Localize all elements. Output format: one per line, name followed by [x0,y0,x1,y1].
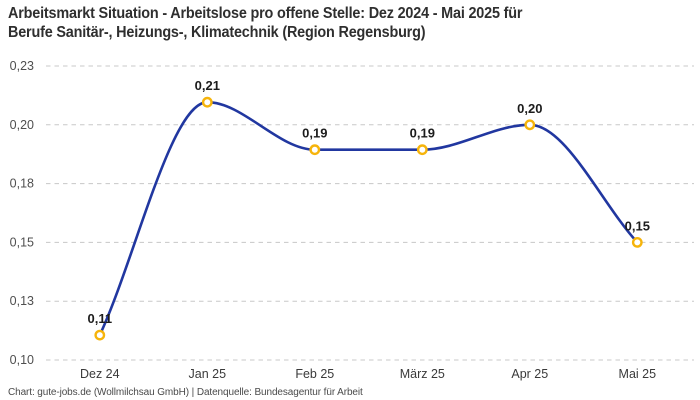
data-point-label: 0,19 [302,126,327,141]
x-axis-tick-label: Jan 25 [189,367,227,381]
series-line [98,100,639,337]
data-point-label: 0,20 [517,101,542,116]
y-axis-tick-label: 0,23 [10,59,34,73]
data-point-marker [309,144,321,156]
y-axis-tick-label: 0,18 [10,177,34,191]
data-point-marker [631,236,643,248]
y-axis-tick-label: 0,20 [10,118,34,132]
y-axis-tick-label: 0,13 [10,294,34,308]
x-axis-tick-label: Apr 25 [511,367,548,381]
data-point-label: 0,21 [195,78,220,93]
data-point-label: 0,11 [88,311,113,326]
data-point-marker [416,144,428,156]
chart-footer: Chart: gute-jobs.de (Wollmilchsau GmbH) … [8,387,363,398]
data-point-marker [201,96,213,108]
x-axis-tick-label: Dez 24 [80,367,120,381]
data-point-marker [94,329,106,341]
data-point-label: 0,19 [410,126,435,141]
chart-title: Arbeitsmarkt Situation - Arbeitslose pro… [8,4,700,42]
data-point-label: 0,15 [625,218,650,233]
chart-title-line-2: Berufe Sanitär-, Heizungs-, Klimatechnik… [8,24,426,41]
y-axis-tick-label: 0,10 [10,353,34,367]
chart-title-line-1: Arbeitsmarkt Situation - Arbeitslose pro… [8,5,523,22]
data-point-marker [524,119,536,131]
x-axis-tick-label: März 25 [400,367,445,381]
y-axis-tick-label: 0,15 [10,235,34,249]
x-axis-tick-label: Mai 25 [619,367,657,381]
x-axis-tick-label: Feb 25 [295,367,334,381]
